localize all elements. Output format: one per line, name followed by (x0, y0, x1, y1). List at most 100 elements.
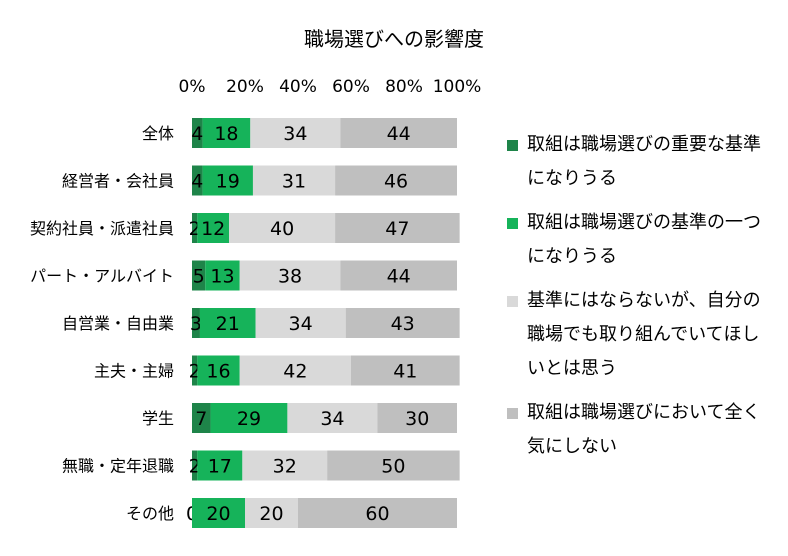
bar-segment (298, 498, 457, 528)
data-label: 17 (208, 456, 232, 478)
bar-segment (192, 308, 200, 338)
data-label: 18 (214, 123, 238, 145)
data-label: 44 (387, 123, 411, 145)
bar-segment (197, 213, 230, 243)
data-label: 29 (237, 408, 261, 430)
data-label: 60 (365, 503, 389, 525)
category-label: 主夫・主婦 (94, 362, 174, 381)
bar-segment (192, 260, 206, 291)
bar-segment (192, 213, 198, 243)
bar-segment (192, 403, 211, 433)
bar-segment (197, 355, 240, 386)
data-label: 34 (283, 123, 307, 145)
bar-segment (205, 260, 240, 291)
bar-segment (197, 450, 243, 481)
bar-segment (192, 450, 198, 481)
bar-segment (192, 118, 203, 148)
bar-segment (192, 165, 203, 196)
bar-segment (210, 403, 288, 433)
data-label: 30 (405, 408, 429, 430)
legend-label: 基準にはならないが、自分の職場でも取り組んでいてほしいとは思う (527, 290, 761, 379)
category-label: 経営者・会社員 (62, 172, 174, 191)
data-label: 16 (206, 361, 230, 383)
legend-item: 取組は職場選びの重要な基準になりうる (507, 128, 777, 196)
data-label: 38 (278, 266, 302, 288)
data-label: 34 (289, 313, 313, 335)
legend-label: 取組は職場選びにおいて全く気にしない (527, 402, 761, 457)
data-label: 12 (201, 218, 225, 240)
category-label: パート・アルバイト (30, 267, 174, 286)
legend-item: 取組は職場選びの基準の一つになりうる (507, 206, 777, 274)
data-label: 40 (270, 218, 294, 240)
x-tick-label: 80% (385, 77, 423, 97)
bar-segment (192, 498, 245, 528)
data-label: 4 (191, 123, 203, 145)
bar-segment (340, 118, 457, 148)
bar-segment (202, 165, 253, 196)
bar-segment (252, 165, 336, 196)
data-label: 7 (195, 408, 207, 430)
data-label: 20 (259, 503, 283, 525)
data-label: 5 (193, 266, 205, 288)
legend-swatch (507, 408, 518, 419)
bar-segment (239, 260, 341, 291)
bar-segment (351, 355, 460, 386)
data-label: 34 (320, 408, 344, 430)
category-label: 無職・定年退職 (62, 457, 174, 476)
bar-segment (245, 498, 298, 528)
bar-segment (327, 450, 460, 481)
x-tick-label: 0% (179, 77, 206, 97)
bar-segment (199, 308, 256, 338)
data-label: 31 (282, 171, 306, 193)
legend-swatch (507, 140, 518, 151)
bar-segment (242, 450, 328, 481)
bar-segment (202, 118, 251, 148)
bar-segment (250, 118, 341, 148)
bar-segment (192, 355, 198, 386)
data-label: 47 (385, 218, 409, 240)
bars: 4 18 34 444 19 31 462 12 40 475 13 38 443 21 34 432 16 42… (186, 118, 460, 528)
category-labels: 全体経営者・会社員契約社員・派遣社員パート・アルバイト自営業・自由業主夫・主婦学… (30, 124, 174, 523)
bar-segment (239, 355, 351, 386)
bar-segment (335, 213, 460, 243)
data-label: 41 (393, 361, 417, 383)
bar-segment (287, 403, 378, 433)
legend-label: 取組は職場選びの基準の一つになりうる (527, 212, 761, 267)
data-label: 4 (191, 171, 203, 193)
legend-label: 取組は職場選びの重要な基準になりうる (527, 134, 761, 189)
bar-segment (335, 165, 457, 196)
data-label: 42 (283, 361, 307, 383)
data-label: 46 (384, 171, 408, 193)
category-label: 契約社員・派遣社員 (30, 219, 174, 238)
legend-swatch (507, 296, 518, 307)
bar-segment (229, 213, 336, 243)
category-label: 学生 (142, 409, 174, 428)
bar-segment (255, 308, 346, 338)
data-label: 32 (273, 456, 297, 478)
category-label: 自営業・自由業 (62, 314, 174, 333)
x-tick-label: 100% (433, 77, 482, 97)
bar-segment (345, 308, 460, 338)
x-tick-label: 60% (332, 77, 370, 97)
legend: 取組は職場選びの重要な基準になりうる 取組は職場選びの基準の一つになりうる 基準… (507, 128, 777, 464)
data-label: 20 (206, 503, 230, 525)
data-label: 21 (216, 313, 240, 335)
bar-segment (340, 260, 457, 291)
data-label: 44 (387, 266, 411, 288)
legend-swatch (507, 218, 518, 229)
x-axis-ticks: 0% 20% 40% 60% 80% 100% (179, 77, 482, 97)
data-label: 13 (210, 266, 234, 288)
x-tick-label: 20% (226, 77, 264, 97)
x-tick-label: 40% (279, 77, 317, 97)
chart-title: 職場選びへの影響度 (304, 27, 484, 51)
category-label: 全体 (142, 124, 174, 143)
data-label: 43 (391, 313, 415, 335)
data-label: 19 (216, 171, 240, 193)
data-label: 3 (190, 313, 202, 335)
data-label: 50 (381, 456, 405, 478)
legend-item: 取組は職場選びにおいて全く気にしない (507, 396, 777, 464)
bar-segment (377, 403, 457, 433)
category-label: その他 (126, 504, 174, 523)
legend-item: 基準にはならないが、自分の職場でも取り組んでいてほしいとは思う (507, 284, 777, 386)
